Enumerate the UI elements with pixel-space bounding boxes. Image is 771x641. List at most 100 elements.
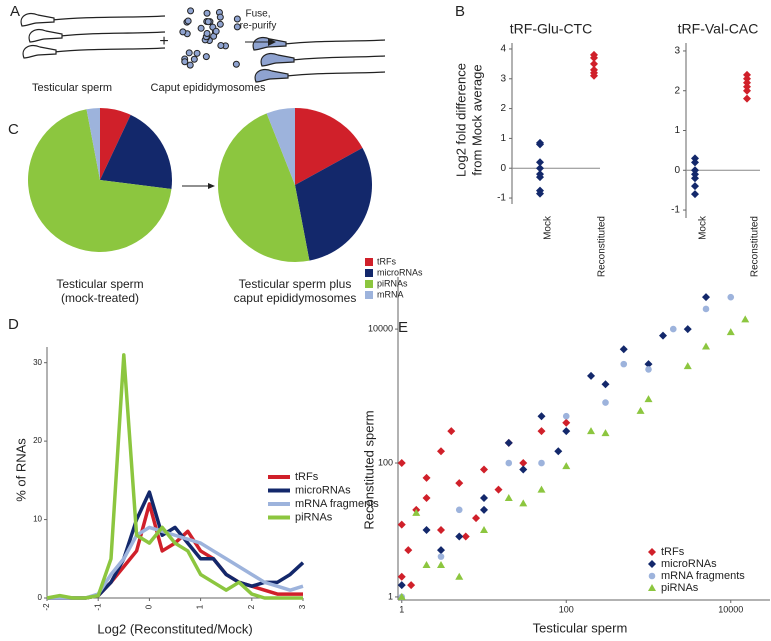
point [447, 427, 456, 436]
point [437, 525, 446, 534]
y-tick-label: 2 [674, 85, 680, 96]
y-axis-label: % of RNAs [13, 438, 28, 502]
point [590, 59, 598, 68]
point [412, 508, 421, 516]
point [691, 174, 699, 183]
y-tick-label: 0 [500, 163, 506, 174]
point [504, 438, 513, 447]
y-tick-label: -1 [497, 193, 506, 204]
point [562, 462, 571, 470]
point [701, 293, 710, 302]
point [691, 190, 699, 199]
panel-letter: D [8, 316, 19, 333]
legend-marker [648, 572, 656, 580]
x-tick-label: Mock [543, 215, 554, 240]
epididymosome [203, 9, 211, 17]
point [645, 366, 652, 373]
legend-swatch [365, 258, 373, 266]
label: Caput epididymosomes [151, 82, 266, 94]
pie-slice [295, 108, 363, 185]
y-axis-label: Log2 fold difference [453, 63, 468, 177]
point [437, 560, 446, 568]
point [519, 459, 528, 468]
point [683, 325, 692, 334]
x-axis-label: Log2 (Reconstituted/Mock) [97, 621, 252, 636]
y-tick-label: 3 [500, 73, 506, 84]
plus-sign: + [159, 33, 168, 50]
point [726, 328, 735, 336]
sperm-head [260, 53, 295, 67]
point [397, 581, 406, 590]
point [536, 140, 544, 149]
point [683, 362, 692, 370]
x-tick-label: 2 [247, 604, 256, 609]
x-axis-label: Testicular sperm [533, 620, 628, 635]
y-tick-label: -1 [671, 205, 680, 216]
x-tick-label: Mock [698, 215, 709, 240]
point [422, 525, 431, 534]
point [537, 427, 546, 436]
point [480, 494, 489, 503]
point [455, 572, 464, 580]
sperm-tail [283, 39, 386, 45]
point [636, 406, 645, 414]
point [691, 158, 699, 167]
point [743, 86, 751, 95]
epididymosome [185, 49, 193, 57]
legend-label: tRFs [377, 256, 396, 266]
sperm-tail [53, 47, 166, 53]
point [536, 158, 544, 167]
point [437, 447, 446, 456]
label: Testicular sperm [32, 82, 112, 94]
legend-label: mRNA fragments [661, 570, 745, 582]
pie-slice [27, 109, 172, 252]
panel-letter: B [455, 3, 465, 20]
x-tick-label: 3 [298, 604, 307, 609]
point [727, 293, 735, 301]
legend-label: microRNAs [661, 558, 717, 570]
line [46, 353, 303, 600]
sperm-tail [59, 31, 166, 37]
x-tick-label: 0 [145, 604, 154, 609]
y-tick-label: 1 [388, 591, 393, 601]
point [472, 514, 481, 523]
sperm-head [20, 13, 55, 27]
point [562, 418, 571, 427]
point [407, 581, 416, 590]
epididymosome [197, 24, 205, 32]
pie-slice [295, 147, 372, 261]
point [562, 412, 570, 420]
y-tick-label: 2 [500, 103, 506, 114]
epididymosome [187, 7, 195, 15]
point [587, 427, 596, 435]
pie-slice [86, 108, 100, 180]
pie-title: caput epididymosomes [234, 291, 357, 305]
epididymosome [179, 28, 187, 36]
x-tick-label: 10000 [718, 604, 743, 614]
chart-title: tRF-Val-CAC [678, 21, 759, 37]
y-tick-label: 10000 [368, 323, 393, 333]
panel-letter: A [10, 3, 20, 20]
sperm-head [254, 69, 289, 83]
point [461, 532, 470, 541]
label: Fuse, [245, 9, 270, 20]
point [601, 380, 610, 389]
point [669, 325, 677, 333]
point [455, 532, 464, 541]
chart-title: tRF-Glu-CTC [510, 21, 592, 37]
x-tick-label: 1 [399, 604, 404, 614]
point [437, 553, 445, 560]
x-tick-label: -1 [93, 603, 102, 611]
point [554, 447, 563, 456]
sperm-head [28, 29, 63, 43]
y-tick-label: 0 [674, 165, 680, 176]
pie-title: (mock-treated) [61, 291, 139, 305]
pie-title: Testicular sperm plus [239, 277, 352, 291]
epididymosome [202, 53, 210, 61]
point [743, 94, 751, 103]
point [437, 546, 446, 555]
epididymosome [233, 15, 241, 23]
point [741, 315, 750, 323]
pie-slice [100, 114, 172, 190]
